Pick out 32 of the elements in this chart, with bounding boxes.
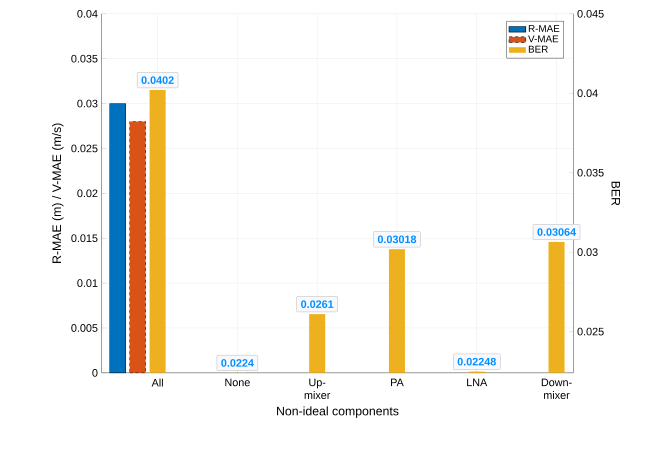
- x-tick-label: None: [225, 378, 250, 386]
- y-tick-label: 0.025: [71, 144, 98, 152]
- x-tick-label: Down-mixer: [542, 378, 572, 400]
- y-tick-label: 0.035: [71, 54, 98, 63]
- legend-label: V-MAE: [528, 36, 558, 42]
- y2-tick-label: 0.04: [578, 90, 598, 98]
- data-label: 0.02248: [458, 358, 496, 366]
- y-tick-label: 0.015: [71, 234, 98, 242]
- x-tick-label: LNA: [467, 378, 488, 386]
- y-tick-label: 0.01: [77, 279, 98, 288]
- data-label: 0.03018: [378, 236, 416, 244]
- legend-label: R-MAE: [528, 25, 560, 32]
- data-label: 0.0402: [142, 76, 174, 84]
- y-tick-label: 0.02: [77, 190, 98, 198]
- y2-tick-label: 0.035: [578, 168, 604, 177]
- y2-axis-title: BER: [612, 182, 620, 206]
- y-tick-label: 0: [92, 369, 98, 377]
- y2-tick-label: 0.03: [578, 248, 598, 256]
- x-axis-title: Non-ideal components: [277, 406, 398, 418]
- data-label: 0.03064: [537, 228, 576, 236]
- x-tick-label: All: [152, 378, 163, 387]
- legend-label: BER: [528, 46, 548, 53]
- data-label: 0.0224: [221, 359, 254, 367]
- y2-tick-label: 0.025: [578, 328, 604, 336]
- data-label: 0.0261: [301, 300, 334, 308]
- y-tick-label: 0.03: [77, 100, 98, 108]
- y2-tick-label: 0.045: [578, 10, 604, 18]
- x-tick-label: Up-mixer: [304, 378, 330, 400]
- y-axis-title: R-MAE (m) / V-MAE (m/s): [52, 124, 64, 264]
- y-tick-label: 0.04: [77, 10, 98, 18]
- y-tick-label: 0.005: [71, 324, 98, 332]
- x-tick-label: PA: [391, 378, 404, 386]
